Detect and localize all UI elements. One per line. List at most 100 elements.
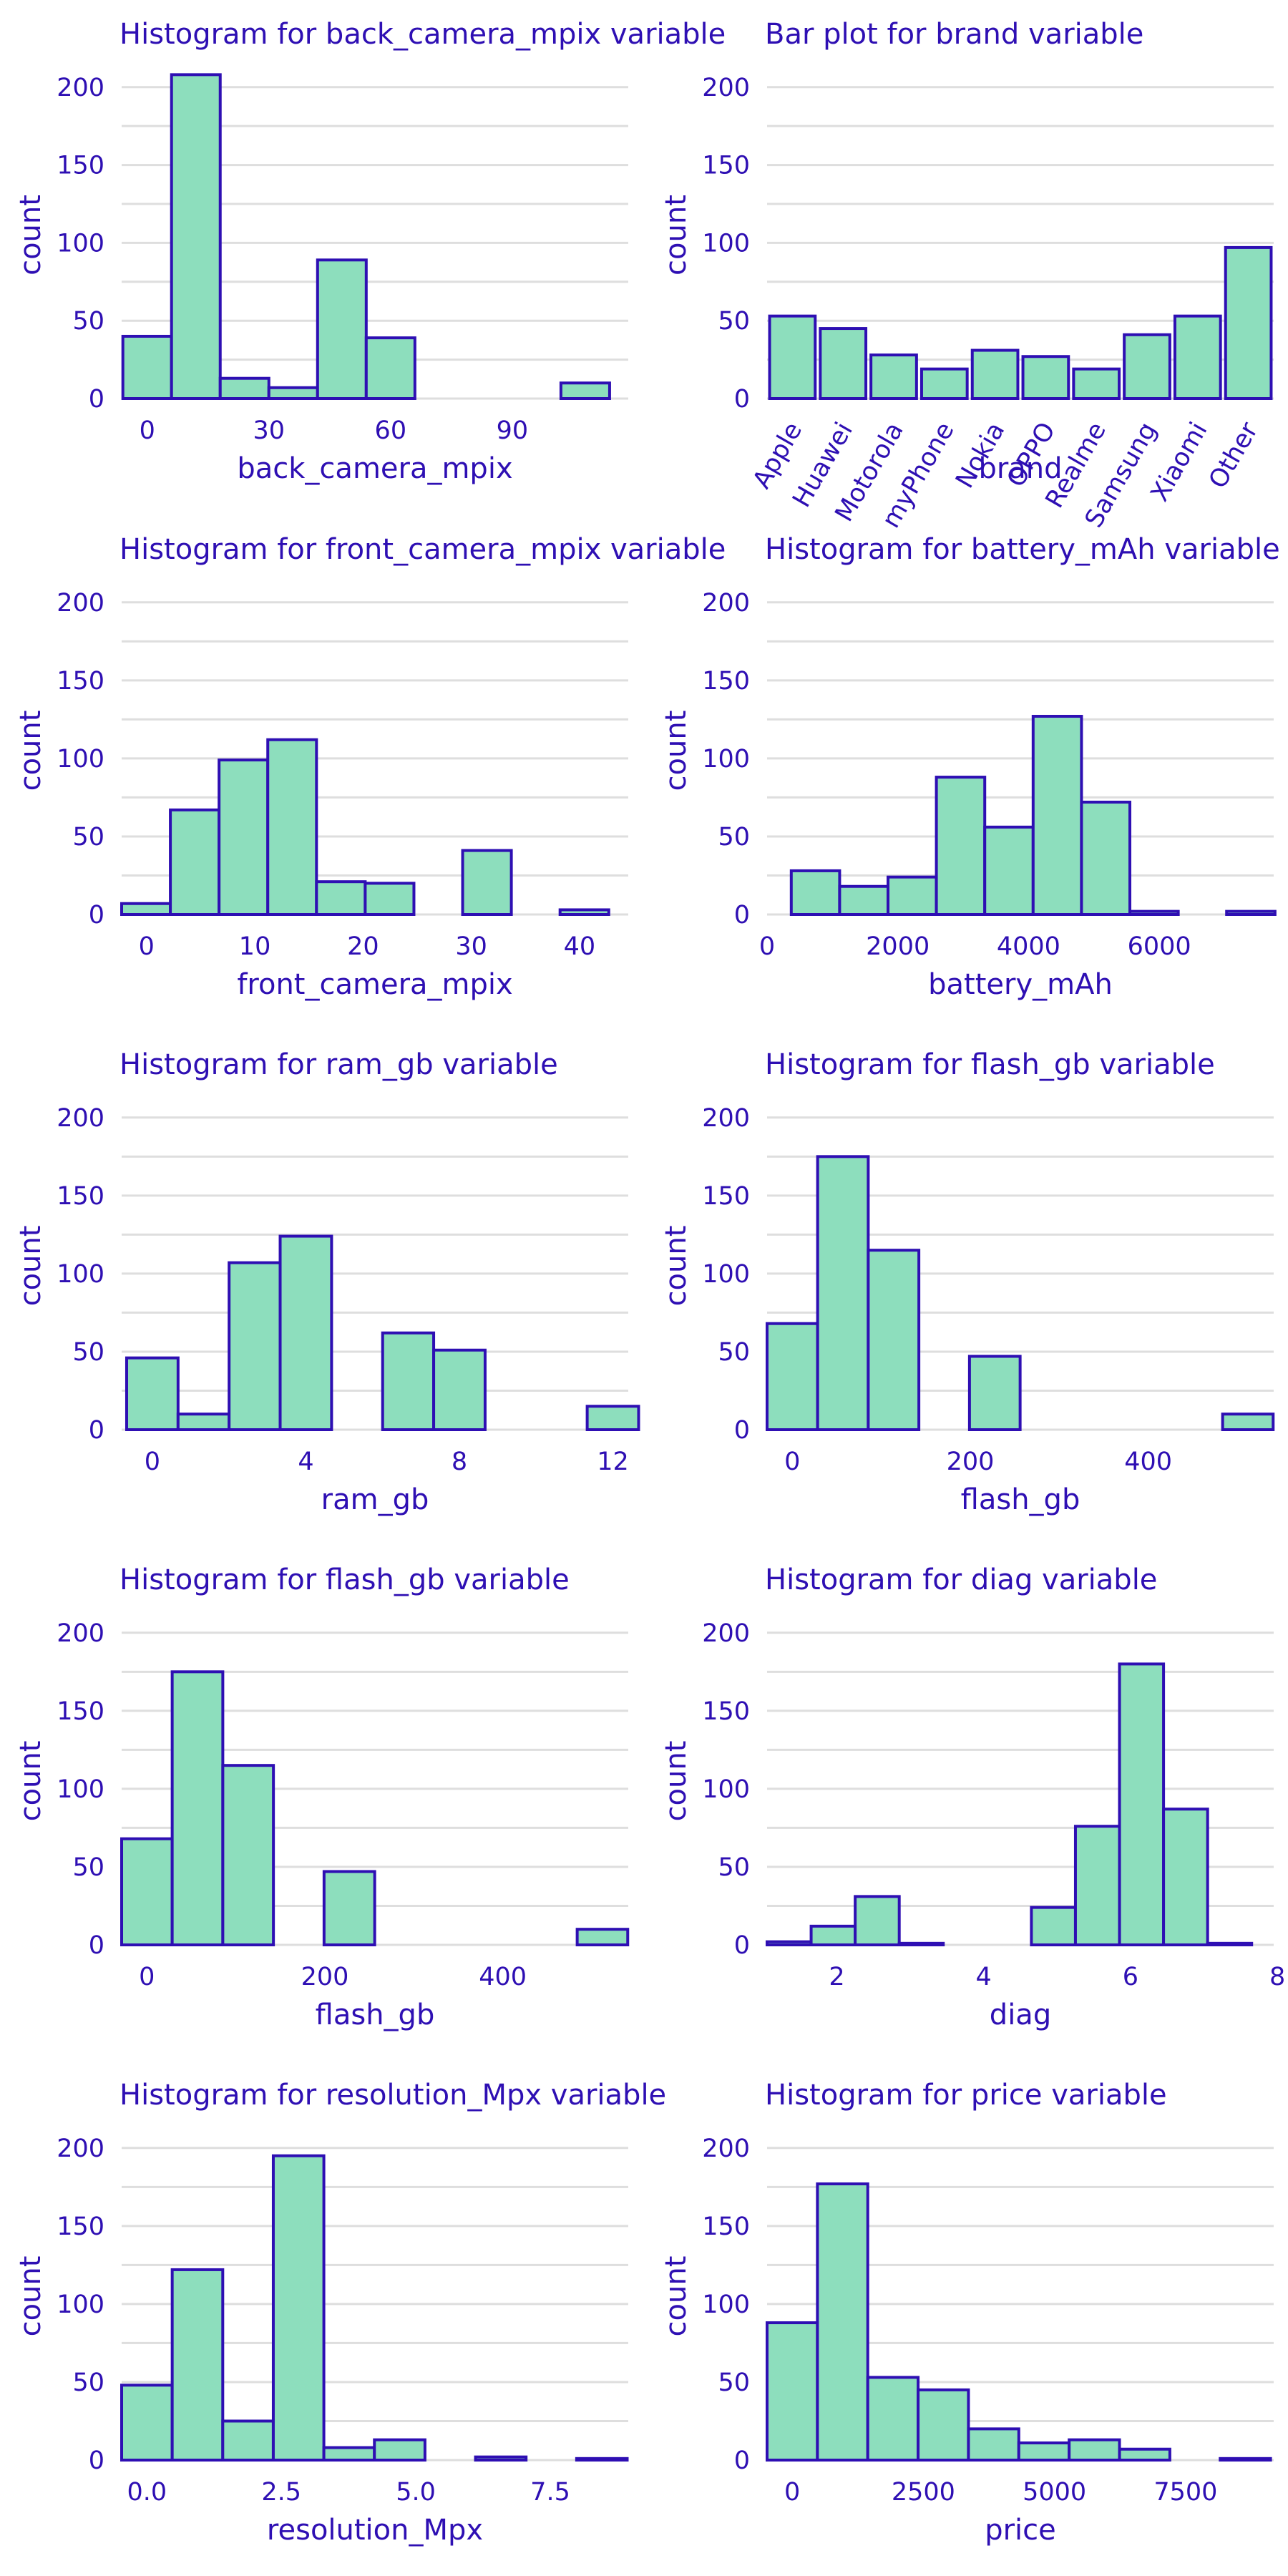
x-tick-label: 7.5: [530, 2478, 570, 2507]
x-tick-label: 200: [301, 1963, 349, 1991]
histogram-bin: [935, 776, 987, 916]
y-tick-label: 150: [702, 667, 750, 696]
histogram-bin: [169, 808, 221, 917]
histogram-bin: [170, 2268, 225, 2462]
x-tick-label: 60: [375, 416, 407, 445]
y-axis-label: count: [14, 1741, 47, 1822]
chart-battery_mAh: Histogram for battery_mAh variable 0 50 100…: [660, 533, 1280, 1001]
histogram-bin: [1206, 1941, 1254, 1947]
histogram-bin: [816, 1155, 870, 1432]
histogram-bin: [766, 1940, 813, 1947]
histogram-bin: [381, 1331, 436, 1432]
histogram-bin: [1219, 2457, 1272, 2462]
x-tick-label: 2.5: [261, 2478, 301, 2507]
y-tick-label: 0: [89, 901, 104, 930]
x-tick-label: 6000: [1128, 932, 1191, 961]
histogram-bin: [266, 738, 318, 916]
chart-front_camera_mpix: Histogram for front_camera_mpix variable…: [14, 533, 726, 1001]
histogram-bin: [1017, 2441, 1071, 2462]
x-tick-label: 0: [145, 1448, 160, 1476]
histogram-bin: [322, 2446, 376, 2462]
histogram-bin: [364, 882, 416, 917]
histogram-bin: [322, 1870, 376, 1946]
histogram-bin: [271, 2154, 326, 2462]
histogram-bin: [766, 1322, 819, 1431]
y-tick-label: 200: [57, 74, 104, 102]
chart-ram_gb: Histogram for ram_gb variable 0 50 100 150 20…: [14, 1048, 640, 1516]
histogram-bin: [228, 1261, 282, 1431]
bar-oppo: [1021, 355, 1070, 400]
y-axis-label: count: [660, 2256, 693, 2337]
x-tick-label: 10: [239, 932, 271, 961]
y-tick-label: 100: [702, 229, 750, 258]
y-tick-label: 0: [734, 901, 750, 930]
bar-samsung: [1123, 333, 1171, 400]
histogram-bin: [461, 849, 513, 916]
y-axis-label: count: [14, 195, 47, 275]
histogram-bin: [967, 1355, 1022, 1431]
y-axis-label: count: [660, 711, 693, 791]
x-tick-label: 40: [564, 932, 596, 961]
histogram-bin: [1221, 1413, 1275, 1431]
chart-title: Histogram for flash_gb variable: [119, 1563, 570, 1596]
y-tick-label: 150: [702, 1182, 750, 1211]
y-axis-label: count: [660, 1226, 693, 1307]
y-tick-label: 100: [57, 1260, 104, 1289]
y-tick-label: 100: [57, 745, 104, 774]
x-axis-label: back_camera_mpix: [237, 452, 512, 485]
y-tick-label: 200: [702, 74, 750, 102]
y-tick-label: 0: [89, 385, 104, 414]
y-tick-label: 50: [718, 307, 750, 336]
y-tick-label: 0: [734, 1416, 750, 1445]
x-axis-label: flash_gb: [961, 1483, 1080, 1516]
histogram-bin: [816, 2182, 869, 2462]
chart-brand: Bar plot for brand variable 0 50 100 150 200 c…: [660, 18, 1274, 533]
histogram-bin: [120, 902, 172, 916]
histogram-bin: [267, 386, 319, 400]
histogram-bin: [432, 1348, 487, 1432]
x-tick-label: 0: [784, 2478, 800, 2507]
y-tick-label: 100: [702, 1260, 750, 1289]
y-tick-label: 150: [57, 2212, 104, 2241]
x-tick-label: 0: [139, 932, 155, 961]
histogram-bin: [575, 2457, 629, 2462]
y-tick-label: 50: [72, 307, 104, 336]
x-tick-label: 90: [497, 416, 529, 445]
y-tick-label: 150: [702, 1697, 750, 1726]
histogram-bin: [854, 1895, 901, 1946]
x-tick-label: 8: [1269, 1963, 1285, 1991]
histogram-bin: [559, 381, 611, 401]
y-axis-label: count: [14, 711, 47, 791]
x-tick-label: 2500: [892, 2478, 955, 2507]
chart-title: Histogram for resolution_Mpx variable: [119, 2079, 666, 2112]
chart-diag: Histogram for diag variable 0 50 100 150 200 c…: [660, 1563, 1285, 2031]
x-tick-label: 4: [976, 1963, 992, 1991]
chart-flash_gb_2: Histogram for flash_gb variable 0 50 100 150…: [14, 1563, 630, 2031]
histogram-bin: [967, 2427, 1020, 2462]
chart-title: Histogram for diag variable: [765, 1563, 1157, 1596]
y-tick-label: 150: [702, 2212, 750, 2241]
y-tick-label: 100: [57, 229, 104, 258]
x-tick-label: 5.0: [396, 2478, 436, 2507]
histogram-bin: [867, 1249, 921, 1431]
histogram-bin: [120, 2384, 174, 2462]
chart-title: Histogram for front_camera_mpix variable: [119, 533, 726, 566]
x-tick-label: 0.0: [127, 2478, 167, 2507]
y-tick-label: 50: [718, 1853, 750, 1882]
x-tick-label: 0: [140, 416, 155, 445]
y-tick-label: 0: [734, 385, 750, 414]
y-tick-label: 150: [702, 152, 750, 180]
x-tick-label: 4000: [997, 932, 1060, 961]
x-tick-label: Other: [1204, 417, 1264, 494]
histogram-bin: [809, 1924, 857, 1947]
x-tick-label: 4: [298, 1448, 313, 1476]
histogram-bin: [125, 1356, 180, 1431]
y-tick-label: 150: [57, 1697, 104, 1726]
histogram-bin: [221, 2419, 275, 2462]
histogram-bin: [917, 2388, 970, 2462]
y-tick-label: 150: [57, 1182, 104, 1211]
x-axis-label: price: [985, 2514, 1056, 2547]
histogram-bin: [897, 1941, 945, 1947]
histogram-bin: [866, 2376, 920, 2462]
histogram-bin: [558, 908, 610, 917]
